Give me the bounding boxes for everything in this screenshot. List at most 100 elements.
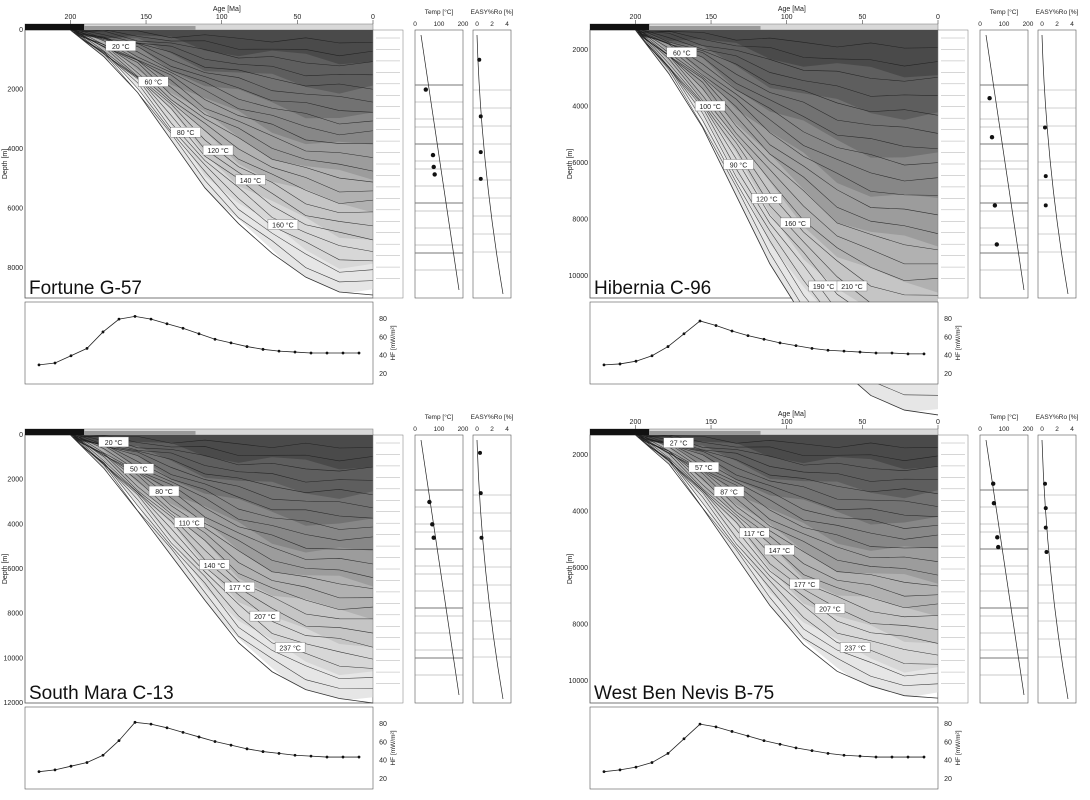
basin-bottom-outline	[70, 434, 374, 704]
stratigraphic-horizon	[70, 30, 374, 44]
depth-tick-label: 0	[19, 432, 23, 439]
depth-tick-label: 8000	[7, 611, 23, 618]
ro-panel-tick: 0	[475, 21, 479, 28]
age-bar-segment-dark	[25, 24, 85, 30]
heatflow-point	[309, 754, 313, 758]
stratigraphic-horizon	[635, 30, 939, 116]
isotherm-label-box	[688, 461, 720, 473]
isotherm-label-box	[249, 610, 281, 622]
heatflow-point	[53, 361, 57, 365]
basin-bottom-outline	[70, 29, 374, 296]
stratigraphic-horizon	[635, 437, 939, 677]
age-tick-label: 0	[371, 14, 375, 21]
stratigraphic-horizon	[635, 31, 939, 251]
depth-axis-label: Depth [m]	[567, 554, 574, 584]
age-tick-label: 200	[630, 14, 642, 21]
heatflow-tick-label: 60	[944, 739, 952, 746]
temp-panel-tick: 200	[458, 21, 469, 28]
heatflow-point	[874, 351, 878, 355]
heatflow-point	[133, 720, 137, 724]
isotherm-label-box	[267, 219, 299, 230]
heatflow-tick-label: 80	[944, 721, 952, 728]
heatflow-point	[37, 770, 41, 774]
stratigraphic-horizon	[70, 435, 374, 509]
heatflow-point	[698, 319, 702, 323]
isotherm-label: 100 °C	[699, 103, 720, 111]
ro-panel-tick: 4	[505, 21, 509, 28]
isotherm-label: 237 °C	[844, 644, 865, 652]
age-bar-segment-mid	[84, 26, 196, 30]
heatflow-point	[261, 750, 265, 753]
isotherm-label: 80 °C	[177, 129, 195, 137]
ro-calibration-point	[1043, 481, 1047, 486]
depth-tick-label: 4000	[572, 509, 588, 516]
stratigraphic-horizon	[70, 435, 374, 565]
heatflow-point	[874, 755, 878, 759]
stratigraphic-horizon	[70, 31, 374, 204]
age-tick-label: 50	[293, 14, 301, 21]
ro-calibration-point	[478, 150, 483, 155]
stratigraphic-horizon	[635, 435, 939, 449]
temperature-zone	[635, 30, 938, 78]
isotherm-label: 237 °C	[279, 644, 300, 652]
isotherm-label-box	[170, 127, 201, 138]
heatflow-point	[826, 752, 830, 755]
stratigraphic-horizon	[70, 435, 374, 660]
heatflow-point	[890, 351, 894, 355]
isotherm-label-box	[836, 280, 868, 292]
stratigraphic-horizon	[635, 30, 939, 296]
depth-tick-label: 6000	[7, 206, 23, 213]
heatflow-point	[778, 341, 782, 345]
stratigraphic-horizon	[635, 435, 939, 562]
age-bar-segment-mid	[649, 431, 761, 435]
depth-tick-label: 10000	[569, 678, 589, 685]
temp-calibration-point	[991, 501, 997, 506]
stratigraphic-horizon	[70, 436, 374, 610]
stratigraphic-horizon	[70, 30, 374, 67]
heatflow-tick-label: 80	[379, 721, 387, 728]
isotherm-label-box	[739, 527, 770, 539]
isotherm-label-box	[694, 100, 726, 112]
ro-panel-frame	[472, 434, 512, 704]
stratigraphic-horizon	[635, 30, 939, 67]
age-tick-label: 50	[858, 419, 866, 426]
heatflow-tick-label: 80	[379, 316, 387, 323]
ro-calibration-point	[1043, 174, 1048, 179]
temp-panel-frame	[979, 434, 1029, 704]
depth-tick-label: 4000	[572, 104, 588, 111]
stratigraphic-horizon	[635, 435, 939, 630]
heatflow-axis-label: HF [mW/m²]	[955, 325, 962, 360]
well-name: West Ben Nevis B-75	[594, 683, 774, 704]
isotherm-label: 177 °C	[229, 584, 250, 592]
age-bar-segment-mid	[649, 26, 761, 30]
ro-panel-tick: 2	[490, 426, 494, 433]
heatflow-point	[197, 332, 201, 336]
stratigraphic-horizon	[635, 435, 939, 540]
stratigraphic-horizon	[635, 436, 939, 587]
heatflow-point	[357, 351, 361, 355]
temp-profile-line	[420, 34, 460, 291]
temp-calibration-point	[992, 203, 998, 208]
heatflow-point	[117, 317, 121, 321]
isotherm-label: 80 °C	[155, 488, 173, 496]
heatflow-point	[341, 755, 345, 759]
isotherm-label: 117 °C	[744, 530, 765, 538]
basin-bottom-outline	[635, 29, 939, 416]
heatflow-point	[762, 739, 766, 742]
ro-panel-tick: 0	[475, 426, 479, 433]
temp-panel-tick: 100	[999, 21, 1010, 28]
heatflow-point	[634, 765, 638, 769]
heatflow-point	[746, 334, 750, 337]
stratigraphic-horizon	[635, 31, 939, 49]
ro-calibration-point	[477, 57, 482, 62]
depth-axis-label: Depth [m]	[2, 149, 9, 179]
heatflow-point	[890, 755, 894, 759]
age-tick-label: 100	[781, 419, 793, 426]
heatflow-tick-label: 40	[944, 353, 952, 360]
temp-profile-line	[420, 439, 460, 696]
heatflow-point	[858, 754, 862, 758]
stratigraphic-horizon	[70, 30, 374, 172]
heatflow-point	[906, 352, 910, 356]
depth-tick-label: 4000	[7, 521, 23, 528]
